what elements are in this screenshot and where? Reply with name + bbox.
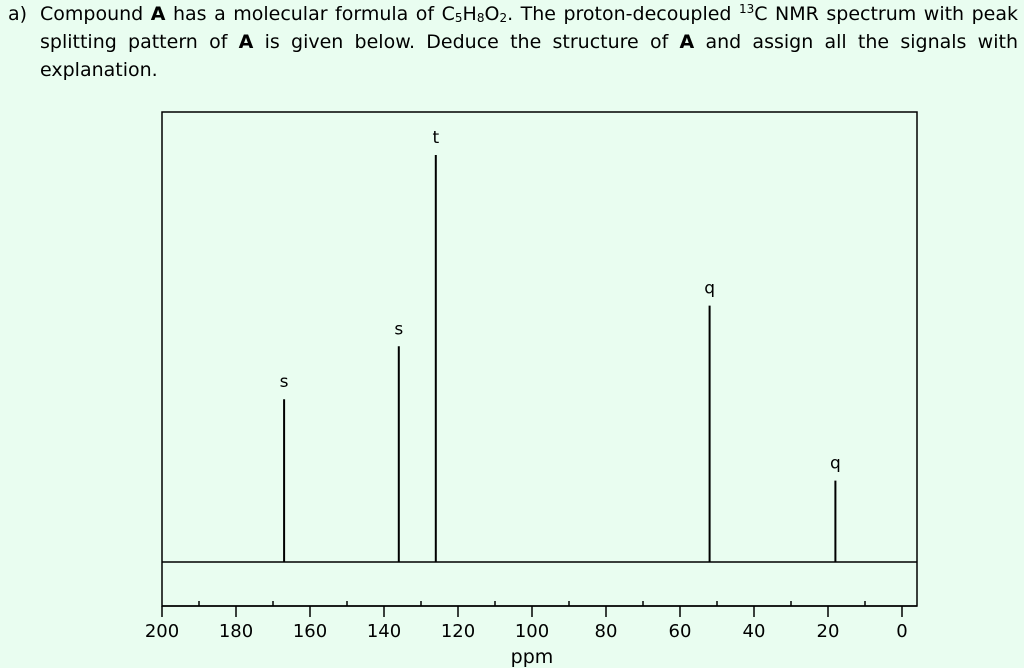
question-body: Compound A has a molecular formula of C5… (40, 0, 1018, 84)
question-part-1: Compound (40, 3, 151, 25)
peak-multiplicity-label: q (704, 279, 715, 299)
x-tick-label-40: 40 (743, 621, 766, 642)
compound-name: A (150, 3, 166, 25)
x-tick-label-80: 80 (595, 621, 618, 642)
peak-multiplicity-label: s (280, 372, 289, 392)
x-tick-label-0: 0 (896, 621, 907, 642)
peak-multiplicity-label: q (830, 454, 841, 474)
hydrogen-count: 8 (476, 11, 485, 25)
oxygen-count: 2 (499, 11, 508, 25)
x-tick-label-20: 20 (817, 621, 840, 642)
hydrogen-symbol: H (462, 3, 477, 25)
x-tick-label-160: 160 (293, 621, 327, 642)
question-label: a) (8, 3, 28, 25)
peak-multiplicity-label: s (394, 319, 403, 339)
x-tick-label-100: 100 (515, 621, 549, 642)
question-part-6: and assign all the signals with explanat… (40, 31, 1018, 81)
x-tick-label-200: 200 (145, 621, 179, 642)
x-tick-label-140: 140 (367, 621, 401, 642)
question-part-2: has a molecular formula of C (165, 3, 455, 25)
x-tick-label-120: 120 (441, 621, 475, 642)
x-tick-label-180: 180 (219, 621, 253, 642)
x-tick-label-60: 60 (669, 621, 692, 642)
isotope-number: 13 (739, 2, 755, 16)
x-axis-ticks: 200 180 160 140 120 100 80 60 40 20 0 (145, 601, 908, 642)
question-part-4: C NMR spectrum with peak splitting patte… (40, 3, 1018, 53)
x-axis-label: ppm (511, 646, 554, 668)
oxygen-symbol: O (484, 3, 500, 25)
spectrum-peaks: s s t q q (280, 128, 841, 562)
compound-name-3: A (679, 31, 695, 53)
question-text: a) Compound A has a molecular formula of… (8, 0, 1018, 84)
question-part-5: is given below. Deduce the structure of (253, 31, 680, 53)
plot-frame (161, 111, 918, 607)
carbon-count: 5 (454, 11, 463, 25)
question-part-3: . The proton-decoupled (507, 3, 739, 25)
peak-multiplicity-label: t (432, 128, 439, 148)
compound-name-2: A (238, 31, 254, 53)
